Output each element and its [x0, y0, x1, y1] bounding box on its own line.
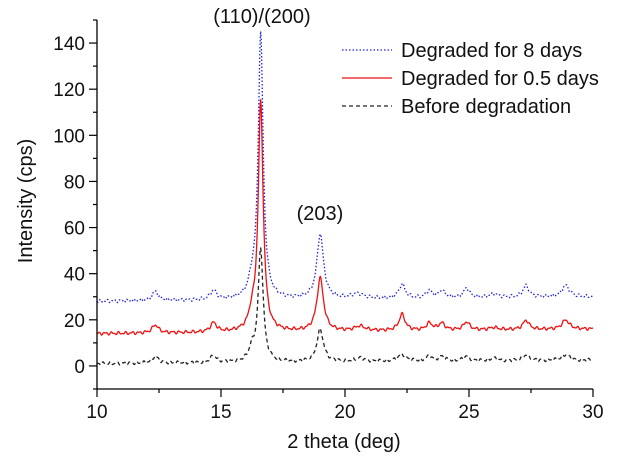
y-tick-label: 140: [53, 34, 85, 55]
legend-label-8-days: Degraded for 8 days: [401, 40, 582, 62]
plot-lines: [96, 30, 594, 366]
x-tick-label: 20: [334, 402, 355, 423]
series-line-0: [96, 30, 594, 304]
legend-item-0-5-days: Degraded for 0.5 days: [342, 68, 599, 90]
y-tick-label: 60: [64, 219, 85, 240]
y-axis-title: Intensity (cps): [15, 139, 37, 263]
annotation-203: (203): [297, 203, 344, 225]
y-tick-label: 100: [53, 126, 85, 147]
y-tick-label: 40: [64, 265, 85, 286]
legend-item-8-days: Degraded for 8 days: [342, 40, 582, 62]
x-axis-title: 2 theta (deg): [287, 431, 400, 453]
x-tick-label: 30: [582, 402, 603, 423]
legend-label-before: Before degradation: [401, 96, 571, 118]
annotation-110-200: (110)/(200): [213, 6, 310, 28]
y-tick-label: 0: [74, 357, 85, 378]
legend: Degraded for 8 days Degraded for 0.5 day…: [342, 40, 599, 118]
series-line-2: [96, 247, 594, 366]
y-tick-label: 20: [64, 311, 85, 332]
y-tick-label: 120: [53, 80, 85, 101]
y-tick-label: 80: [64, 172, 85, 193]
legend-item-before: Before degradation: [342, 96, 571, 118]
ticks: 10 15 20 25 30 0 20 40 60 80 100 120 140: [53, 19, 604, 423]
x-tick-label: 15: [210, 402, 231, 423]
legend-label-0-5-days: Degraded for 0.5 days: [401, 68, 599, 90]
x-tick-label: 10: [86, 402, 107, 423]
x-tick-label: 25: [458, 402, 479, 423]
series-line-1: [96, 99, 594, 336]
